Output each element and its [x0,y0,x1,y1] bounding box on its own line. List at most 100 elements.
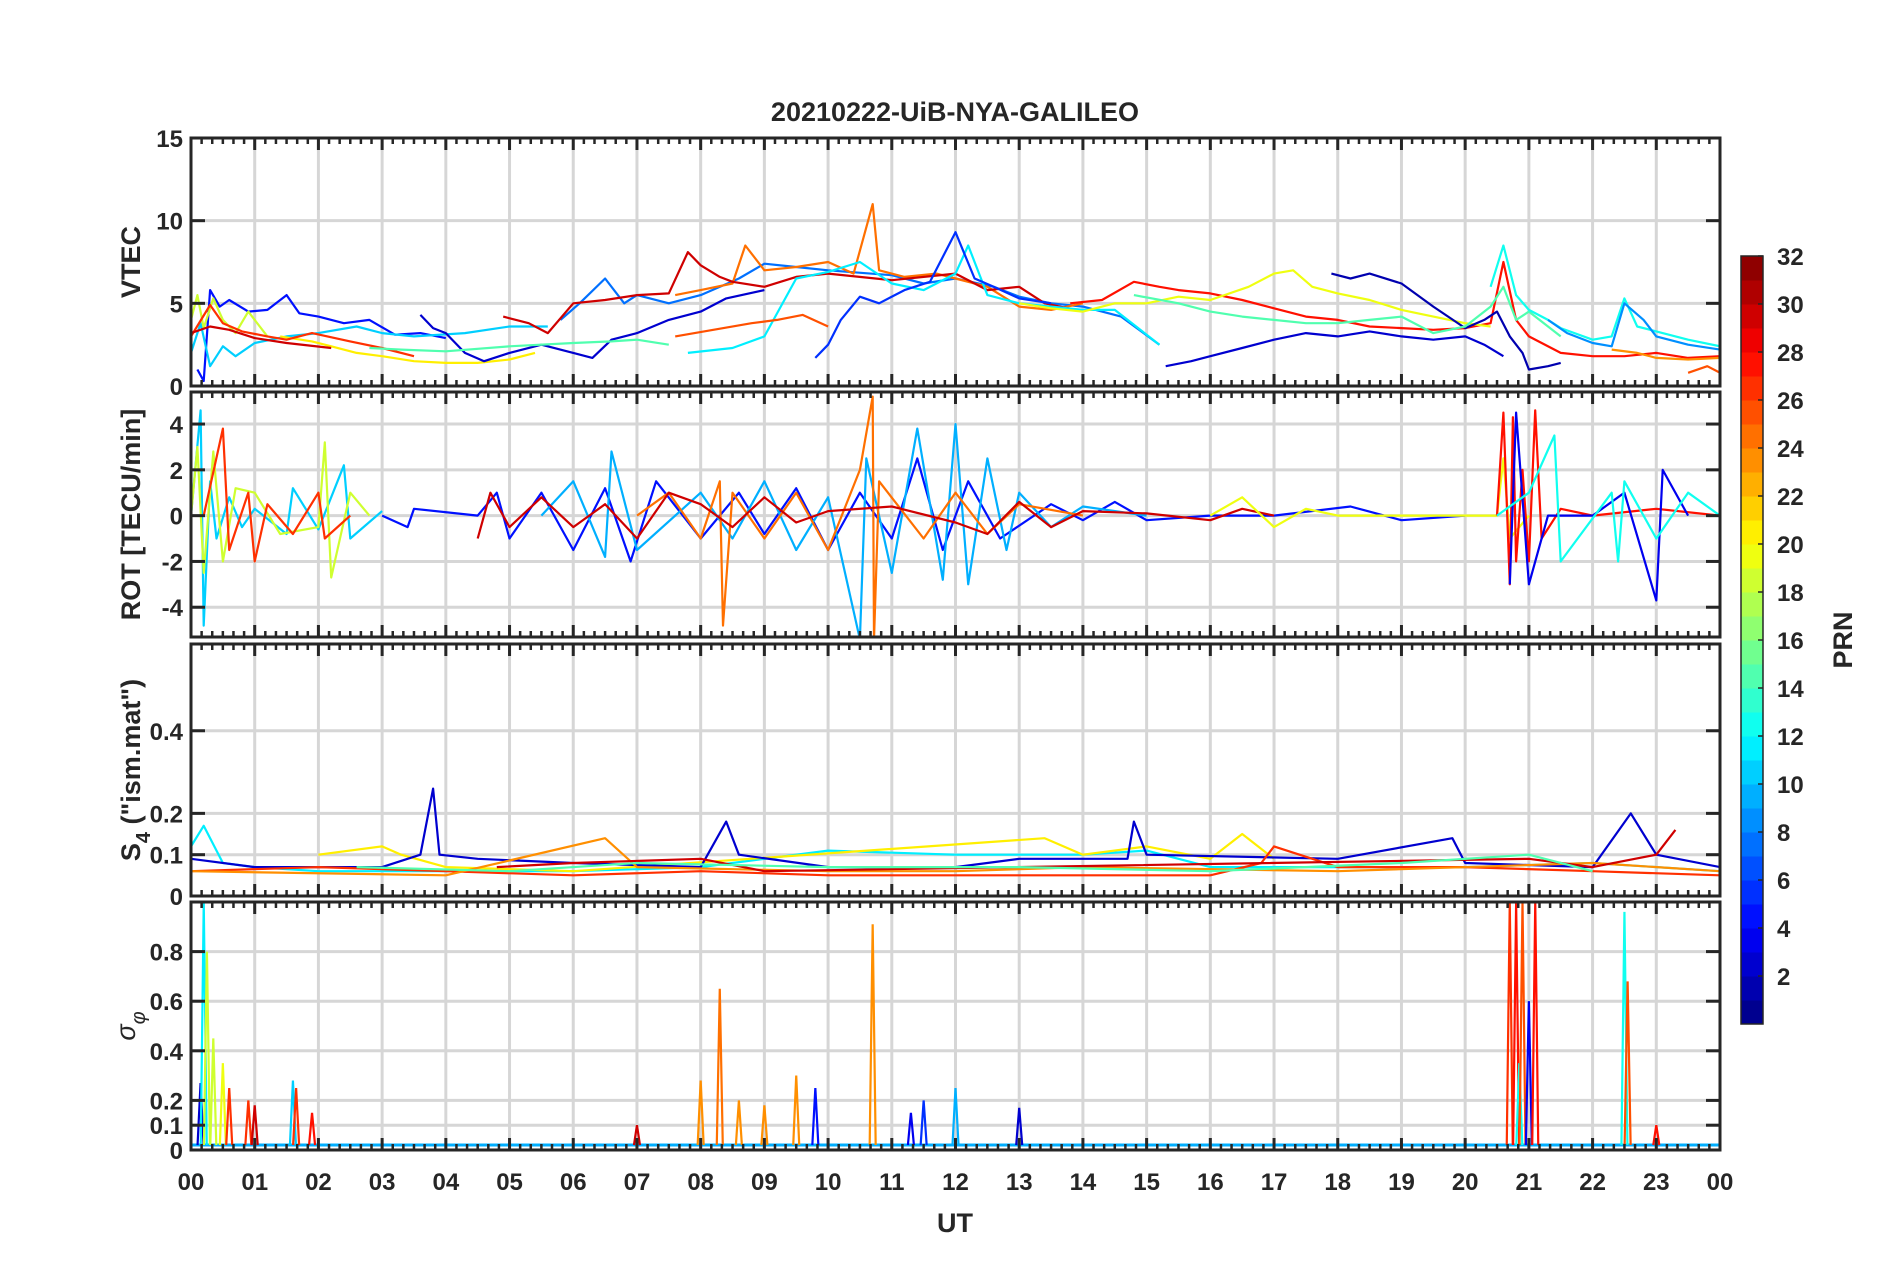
x-tick-label: 04 [432,1169,459,1196]
series-prn-2 [1331,272,1561,371]
series-prn-9 [1547,302,1720,351]
series-prn-27 [191,303,415,358]
colorbar-level-10 [1741,784,1763,809]
x-tick-label: 12 [942,1169,969,1196]
colorbar-level-18 [1741,592,1763,617]
y-tick-label: 0 [170,504,183,531]
spike-prn-6 [919,1100,928,1146]
x-tick-label: 06 [560,1169,587,1196]
spike-prn-30 [632,1125,642,1146]
spike-prn-27 [292,1087,301,1146]
colorbar-tick-label: 14 [1777,676,1804,703]
x-tick-label: 21 [1516,1169,1543,1196]
series-prn-27 [202,427,352,563]
colorbar-level-25 [1741,424,1763,449]
panel-sigma: 00.10.2 0.4 0.6 0.8 σφ [111,900,1722,1165]
spike-prn-30 [250,1105,259,1146]
series-prn-20 [1019,269,1491,328]
x-tick-label: 01 [241,1169,268,1196]
colorbar-level-32 [1741,256,1763,281]
colorbar-tick-label: 28 [1777,340,1804,367]
series-prn-21 [318,832,1275,873]
spike-prn-13 [1515,1063,1524,1146]
colorbar-level-7 [1741,856,1763,881]
y-tick-label: 0.4 [150,719,184,746]
x-tick-label: 07 [624,1169,651,1196]
colorbar-tick-label: 10 [1777,772,1804,799]
x-tick-label: 22 [1579,1169,1606,1196]
x-tick-label: 18 [1324,1169,1351,1196]
colorbar-tick-label: 22 [1777,484,1804,511]
spike-prn-28 [1512,902,1521,1146]
x-tick-label: 23 [1643,1169,1670,1196]
colorbar-level-15 [1741,664,1763,689]
spike-prn-19 [209,1038,218,1146]
series-prn-30 [191,325,332,350]
spike-prn-25 [715,988,724,1146]
series-prn-4 [1508,411,1690,602]
series-prn-21 [280,335,536,364]
spike-prn-24 [792,1075,801,1146]
y-axis-label: S4 ("ism.mat") [116,679,155,861]
x-tick-label: 10 [815,1169,842,1196]
spike-prn-27 [225,1087,234,1146]
colorbar-level-17 [1741,616,1763,641]
series-prn-5 [196,289,447,383]
colorbar-level-29 [1741,328,1763,353]
data-layer [191,395,1720,637]
colorbar-level-16 [1741,640,1763,665]
spike-prn-3 [1015,1107,1024,1146]
series-prn-3 [1165,330,1504,368]
y-tick-label: 15 [156,126,183,153]
spike-prn-24 [696,1080,705,1146]
colorbar-level-20 [1741,544,1763,569]
y-axis-label: σφ [111,1011,150,1040]
chart-title: 20210222-UiB-NYA-GALILEO [771,97,1139,127]
y-axis-label: VTEC [116,226,146,298]
colorbar-level-28 [1741,352,1763,377]
colorbar-level-8 [1741,832,1763,857]
colorbar-level-23 [1741,472,1763,497]
y-label-sub: 4 [133,831,155,843]
y-tick-label: 0.6 [150,989,183,1016]
x-tick-label: 03 [369,1169,396,1196]
colorbar-tick-label: 16 [1777,628,1804,655]
series-prn-13 [1489,244,1720,348]
series-prn-13 [1496,434,1720,563]
series-prn-30 [502,251,1084,335]
y-tick-label: -4 [162,595,184,622]
series-prn-24 [191,837,1720,877]
spike-prn-24 [868,924,877,1146]
x-tick-label: 17 [1261,1169,1288,1196]
spike-prn-26 [1623,981,1632,1146]
colorbar-tick-label: 6 [1777,868,1790,895]
colorbar-level-31 [1741,280,1763,305]
spike-prn-24 [760,1105,769,1146]
x-tick-label: 19 [1388,1169,1415,1196]
x-tick-label: 16 [1197,1169,1224,1196]
x-tick-label: 00 [1707,1169,1734,1196]
spike-prn-28 [1531,902,1540,1146]
series-prn-10 [540,423,1147,637]
colorbar-level-3 [1741,952,1763,977]
spike-prn-27 [244,1100,253,1146]
x-tick-label: 20 [1452,1169,1479,1196]
spike-prn-4 [906,1112,915,1146]
series-prn-19 [191,441,371,579]
series-prn-30 [496,829,1677,873]
spike-prn-24 [734,1100,743,1146]
y-tick-label: 0 [170,374,183,401]
y-tick-label: -2 [162,549,183,576]
spike-prn-28 [1652,1125,1661,1146]
series-prn-25 [674,203,1084,311]
series-prn-28 [1070,260,1720,359]
series-prn-6 [814,231,1052,359]
x-tick-label: 15 [1133,1169,1160,1196]
data-layer [191,787,1720,877]
y-axis-label: ROT [TECU/min] [116,409,146,620]
y-tick-label: 0.8 [150,940,183,967]
panel-rot: -4 -2 0 2 4 ROT [TECU/min] [116,390,1722,639]
